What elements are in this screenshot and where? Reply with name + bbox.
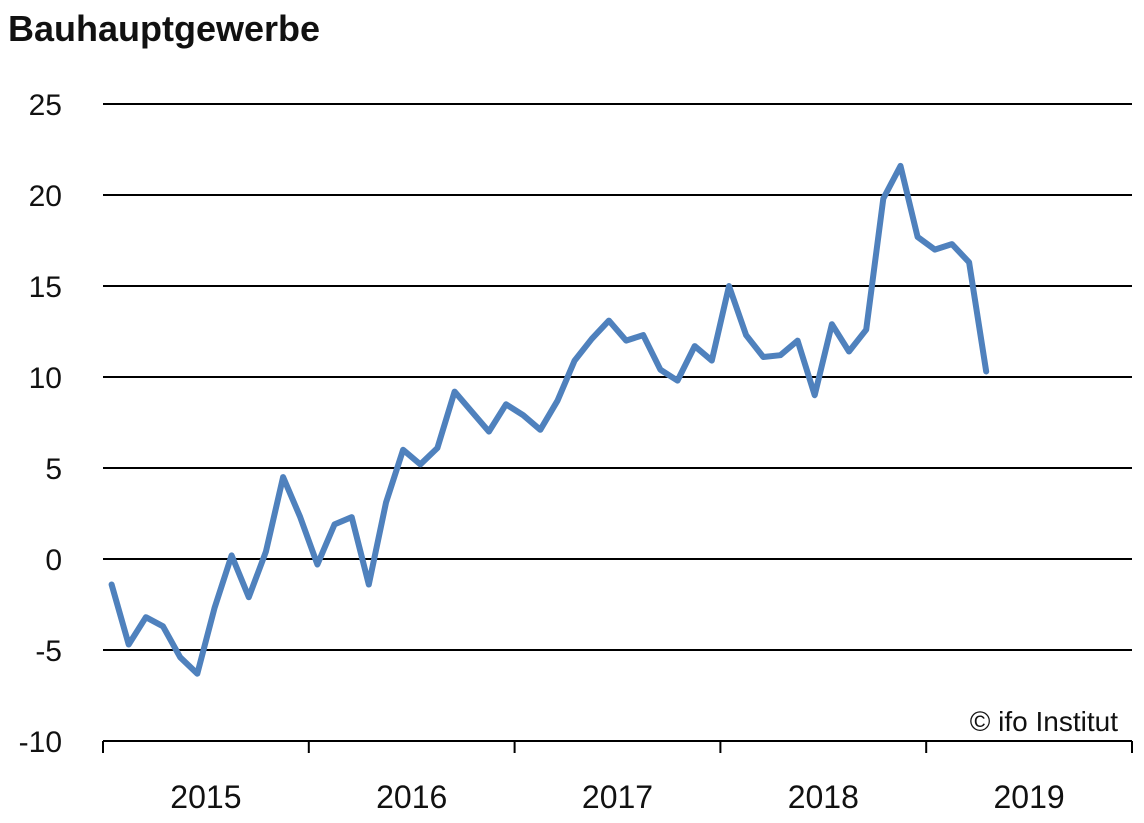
y-tick-label: 20	[29, 180, 62, 213]
series-line	[108, 162, 990, 677]
x-axis-ticks: 2015 2016 2017 2018 2019	[170, 779, 1064, 815]
x-tick-label: 2015	[170, 779, 241, 815]
y-tick-label: 25	[29, 89, 62, 122]
credit-label: © ifo Institut	[970, 706, 1118, 737]
y-tick-label: -10	[19, 726, 62, 759]
y-tick-label: 5	[45, 453, 62, 486]
y-tick-label: 15	[29, 271, 62, 304]
series-layer	[108, 162, 990, 677]
y-tick-label: 0	[45, 544, 62, 577]
x-tick-label: 2016	[376, 779, 447, 815]
y-tick-label: 10	[29, 362, 62, 395]
x-axis	[102, 740, 1133, 753]
x-tick-label: 2017	[582, 779, 653, 815]
x-tick-label: 2019	[994, 779, 1065, 815]
y-axis-ticks: 25 20 15 10 5 0 -5 -10	[19, 89, 62, 759]
y-tick-label: -5	[35, 635, 62, 668]
chart-title: Bauhauptgewerbe	[8, 8, 321, 49]
gridlines	[103, 103, 1132, 651]
x-tick-label: 2018	[788, 779, 859, 815]
